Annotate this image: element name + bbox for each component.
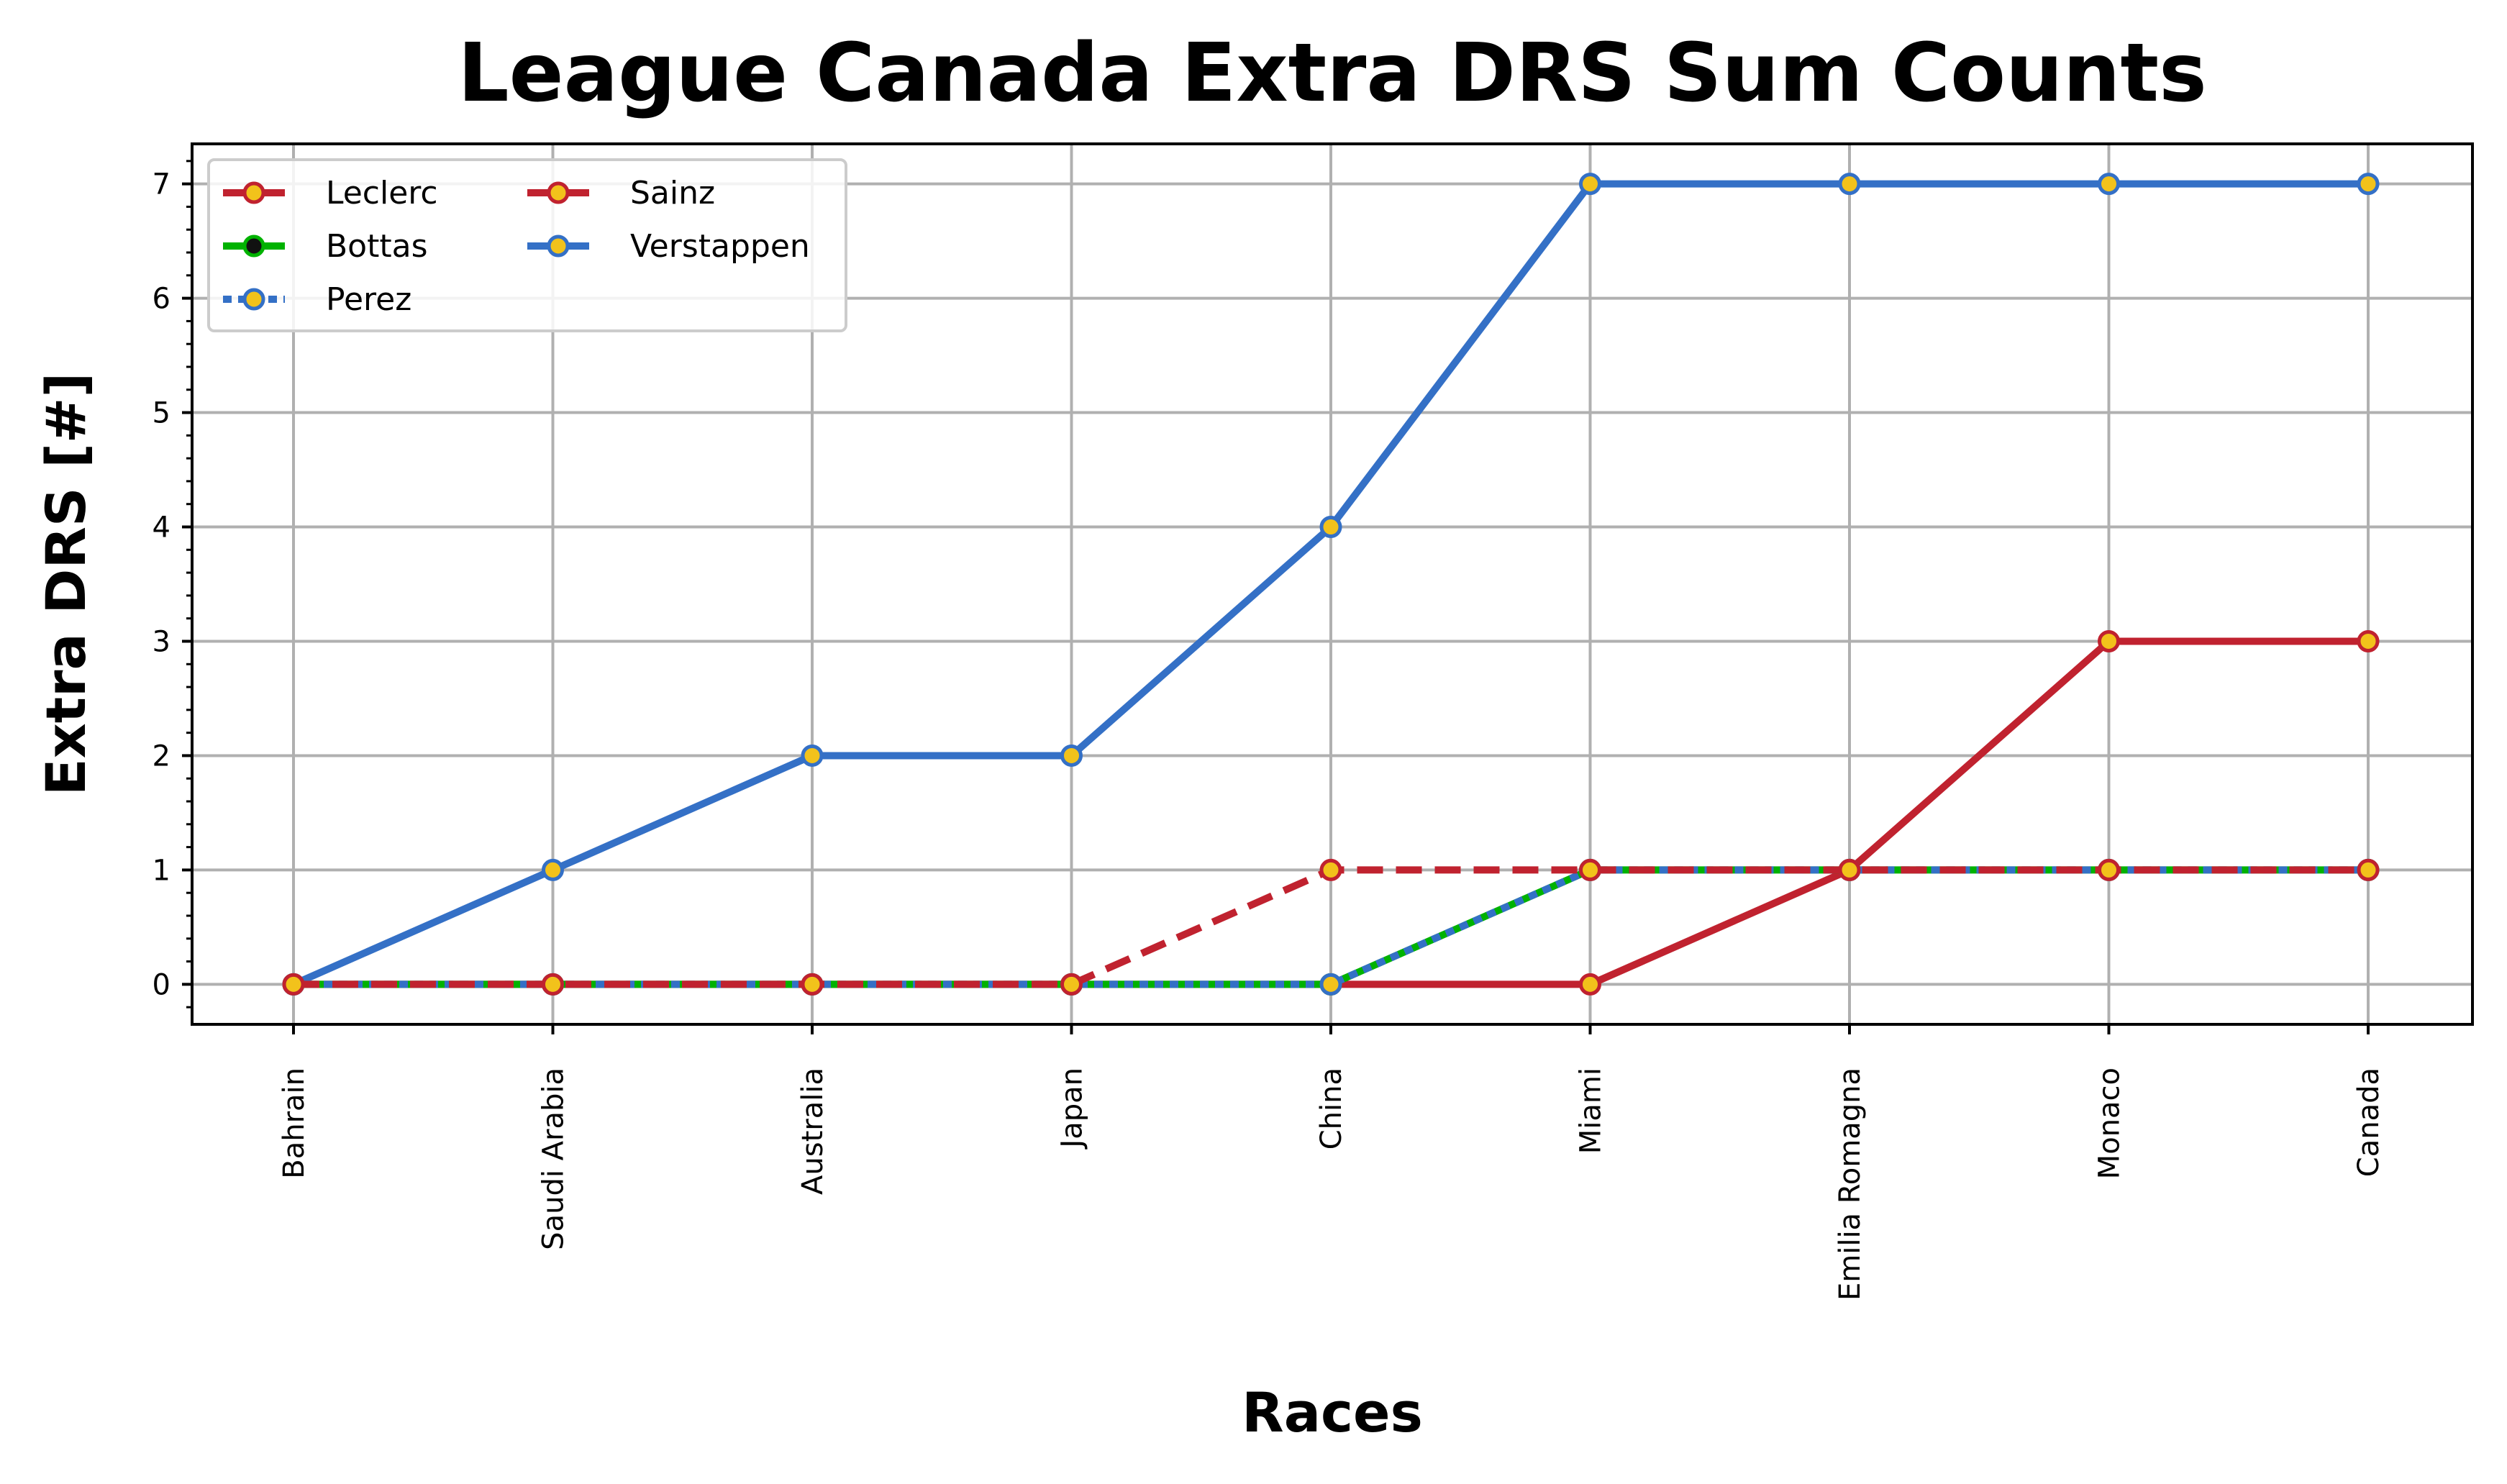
data-point <box>1060 973 1083 996</box>
y-tick-label: 2 <box>153 739 170 773</box>
data-point <box>1319 858 1342 881</box>
x-tick-label: Miami <box>1575 1068 1608 1154</box>
x-tick-label: Emilia Romagna <box>1834 1068 1867 1301</box>
data-point <box>801 744 824 767</box>
data-point <box>1319 973 1342 996</box>
legend-label: Sainz <box>630 175 715 211</box>
data-point <box>2357 629 2380 652</box>
data-point <box>1579 173 1601 196</box>
series-layer <box>282 173 2380 996</box>
series-sainz <box>282 858 2380 996</box>
y-tick-label: 4 <box>153 511 170 545</box>
data-point <box>2098 858 2120 881</box>
data-point <box>1060 744 1083 767</box>
data-point <box>1579 858 1601 881</box>
legend-marker <box>547 181 570 204</box>
legend-item-leclerc: Leclerc <box>223 175 438 211</box>
x-tick-label: Monaco <box>2093 1068 2126 1179</box>
x-tick-label: China <box>1315 1068 1348 1150</box>
y-tick-label: 5 <box>153 397 170 430</box>
y-tick-label: 7 <box>153 168 170 201</box>
x-tick-label: Canada <box>2352 1068 2385 1177</box>
legend-item-bottas: Bottas <box>223 228 428 265</box>
data-point <box>1838 858 1861 881</box>
legend: Leclerc Bottas Perez Sainz Verstappen <box>207 158 847 332</box>
data-point <box>2357 173 2380 196</box>
y-axis: 0 1 2 3 4 5 6 7 <box>153 160 192 1009</box>
legend-label: Verstappen <box>630 228 810 265</box>
y-tick-label: 3 <box>153 625 170 658</box>
data-point <box>282 973 305 996</box>
y-tick-label: 6 <box>153 283 170 316</box>
data-point <box>542 973 564 996</box>
data-point <box>1838 173 1861 196</box>
x-axis-label: Races <box>1242 1380 1423 1444</box>
legend-item-verstappen: Verstappen <box>527 228 810 265</box>
legend-marker <box>242 181 265 204</box>
legend-marker <box>242 288 265 311</box>
x-tick-label: Japan <box>1056 1068 1089 1150</box>
legend-label: Perez <box>326 281 411 318</box>
chart-title: League Canada Extra DRS Sum Counts <box>458 27 2206 120</box>
legend-marker <box>242 235 265 258</box>
legend-item-sainz: Sainz <box>527 175 715 211</box>
y-axis-label: Extra DRS [#] <box>34 373 98 796</box>
data-point <box>1579 973 1601 996</box>
data-point <box>801 973 824 996</box>
data-point <box>2098 629 2120 652</box>
x-axis: Bahrain Saudi Arabia Australia Japan China Mi… <box>278 1024 2385 1301</box>
x-tick-label: Saudi Arabia <box>537 1068 570 1250</box>
data-point <box>2098 173 2120 196</box>
y-tick-label: 1 <box>153 854 170 887</box>
x-tick-label: Australia <box>796 1068 829 1195</box>
data-point <box>1319 516 1342 539</box>
y-tick-label: 0 <box>153 968 170 1001</box>
legend-marker <box>547 235 570 258</box>
legend-label: Leclerc <box>326 175 438 211</box>
legend-label: Bottas <box>326 228 428 265</box>
data-point <box>542 858 564 881</box>
x-tick-label: Bahrain <box>278 1068 311 1179</box>
data-point <box>2357 858 2380 881</box>
legend-item-perez: Perez <box>223 281 411 318</box>
